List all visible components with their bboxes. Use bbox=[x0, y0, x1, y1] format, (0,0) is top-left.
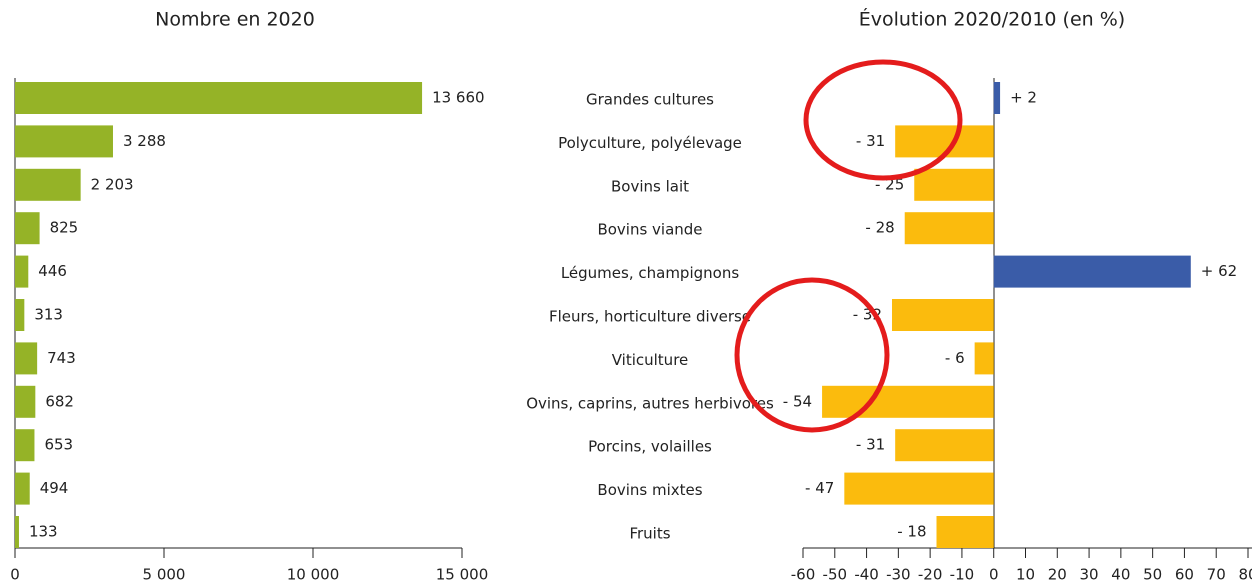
value-label: - 18 bbox=[897, 523, 926, 541]
marks: Grandes cultures Polyculture, polyélevage… bbox=[10, 82, 1252, 583]
bar bbox=[993, 82, 1001, 114]
category-label: Viticulture bbox=[612, 351, 689, 369]
x-tick-label: -50 bbox=[823, 566, 848, 583]
value-label: - 54 bbox=[783, 392, 812, 410]
category-label: Bovins mixtes bbox=[597, 481, 702, 499]
x-tick-label: 40 bbox=[1111, 566, 1130, 583]
value-label: 825 bbox=[50, 219, 79, 237]
x-tick-label: 20 bbox=[1048, 566, 1067, 583]
value-label: + 2 bbox=[1010, 89, 1037, 107]
x-tick-label: 30 bbox=[1080, 566, 1099, 583]
bar bbox=[895, 429, 994, 462]
x-tick-label: 0 bbox=[989, 566, 999, 583]
x-tick-label: 10 bbox=[1016, 566, 1035, 583]
x-tick-label: -60 bbox=[791, 566, 816, 583]
annotation-circle bbox=[734, 277, 890, 433]
value-label: - 31 bbox=[856, 436, 885, 454]
bar bbox=[15, 212, 40, 245]
category-label: Ovins, caprins, autres herbivores bbox=[526, 394, 774, 412]
annotation-circle bbox=[803, 59, 963, 181]
category-label: Polyculture, polyélevage bbox=[558, 134, 742, 152]
bar bbox=[974, 342, 994, 375]
x-tick-label: 10 000 bbox=[287, 566, 340, 583]
x-tick-label: -10 bbox=[950, 566, 975, 583]
x-tick-label: -30 bbox=[886, 566, 911, 583]
x-tick-label: 70 bbox=[1207, 566, 1226, 583]
value-label: 653 bbox=[44, 436, 73, 454]
x-tick-label: 60 bbox=[1175, 566, 1194, 583]
value-label: - 47 bbox=[805, 479, 834, 497]
x-tick-label: 0 bbox=[10, 566, 20, 583]
value-label: 13 660 bbox=[432, 89, 485, 107]
value-label: 682 bbox=[45, 392, 74, 410]
bar bbox=[15, 168, 81, 201]
value-label: 446 bbox=[38, 262, 67, 280]
bar bbox=[914, 168, 994, 201]
x-tick-label: 80 bbox=[1238, 566, 1252, 583]
value-label: + 62 bbox=[1201, 262, 1237, 280]
bar bbox=[15, 299, 25, 331]
chart-title: Évolution 2020/2010 (en %) bbox=[859, 8, 1125, 31]
bar bbox=[15, 429, 35, 462]
category-label: Fleurs, horticulture diverse bbox=[549, 308, 751, 326]
bar bbox=[993, 255, 1191, 288]
bar bbox=[15, 516, 19, 548]
value-label: 494 bbox=[40, 479, 69, 497]
bar bbox=[15, 82, 423, 114]
category-label: Légumes, champignons bbox=[561, 264, 740, 282]
bar bbox=[904, 212, 994, 245]
value-label: 743 bbox=[47, 349, 76, 367]
bar bbox=[822, 385, 994, 418]
x-tick-label: 15 000 bbox=[436, 566, 489, 583]
x-tick-label: -40 bbox=[854, 566, 879, 583]
value-label: 313 bbox=[34, 306, 63, 324]
bar bbox=[15, 125, 113, 158]
bar bbox=[15, 342, 38, 375]
chart-title: Nombre en 2020 bbox=[155, 9, 315, 31]
category-label: Porcins, volailles bbox=[588, 438, 712, 456]
category-label: Bovins lait bbox=[611, 177, 689, 195]
x-tick-label: 50 bbox=[1143, 566, 1162, 583]
category-label: Grandes cultures bbox=[586, 91, 714, 109]
category-label: Bovins viande bbox=[597, 221, 702, 239]
value-label: 3 288 bbox=[123, 132, 166, 150]
bar bbox=[15, 472, 30, 505]
value-label: - 6 bbox=[945, 349, 965, 367]
bar bbox=[15, 385, 36, 418]
bar bbox=[936, 516, 994, 548]
bar bbox=[892, 299, 994, 331]
bar bbox=[844, 472, 994, 505]
value-label: - 31 bbox=[856, 132, 885, 150]
x-tick-label: 5 000 bbox=[143, 566, 186, 583]
value-label: 2 203 bbox=[91, 175, 134, 193]
bar bbox=[15, 255, 29, 288]
value-label: 133 bbox=[29, 523, 58, 541]
value-label: - 28 bbox=[865, 219, 894, 237]
x-tick-label: -20 bbox=[918, 566, 943, 583]
category-label: Fruits bbox=[629, 525, 670, 543]
